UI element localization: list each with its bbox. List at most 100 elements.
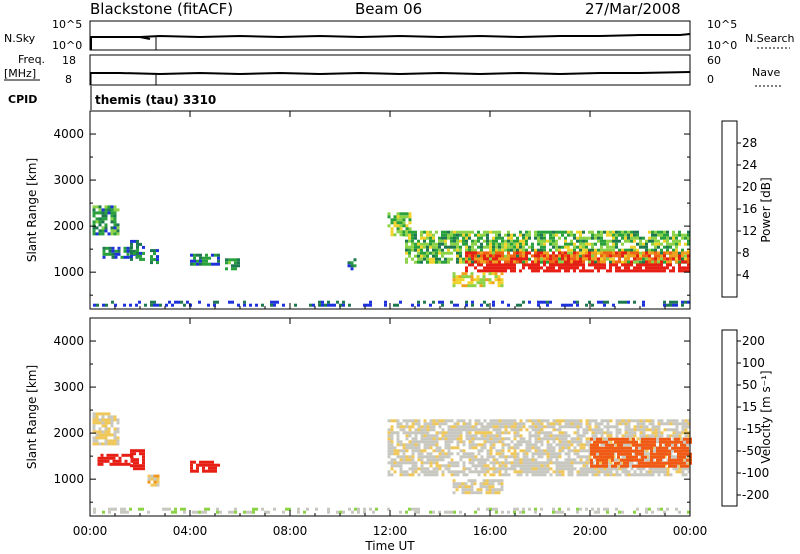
power-cell xyxy=(482,278,486,282)
power-cell xyxy=(114,252,118,256)
velocity-cell xyxy=(462,467,466,471)
power-cell xyxy=(522,236,525,240)
velocity-cell xyxy=(555,470,559,474)
velocity-cell xyxy=(399,458,403,462)
velocity-cell xyxy=(495,434,499,438)
power-cell xyxy=(594,248,597,252)
velocity-cell xyxy=(130,459,134,463)
velocity-cell xyxy=(534,443,538,447)
power-cell xyxy=(458,278,462,282)
velocity-cell xyxy=(458,482,462,486)
power-cell xyxy=(630,263,633,267)
velocity-cell xyxy=(426,428,430,432)
power-cell xyxy=(528,251,531,255)
power-cell xyxy=(651,263,654,267)
velocity-cell xyxy=(567,446,571,450)
power-cell xyxy=(519,257,522,261)
power-cell xyxy=(516,245,519,249)
velocity-cell xyxy=(92,421,96,425)
power-cell xyxy=(104,211,108,215)
power-cell xyxy=(432,300,435,304)
velocity-cell xyxy=(594,470,598,474)
velocity-cell xyxy=(193,460,196,464)
velocity-cell xyxy=(136,464,139,468)
velocity-cell xyxy=(671,461,674,465)
velocity-cell xyxy=(93,510,96,514)
power-cell xyxy=(482,275,486,279)
velocity-cell xyxy=(522,452,526,456)
velocity-cell xyxy=(672,428,676,432)
power-cell xyxy=(585,303,588,307)
velocity-cell xyxy=(639,422,643,426)
velocity-cell xyxy=(546,422,550,426)
velocity-cell xyxy=(615,473,619,477)
power-cell xyxy=(474,254,477,258)
velocity-cell xyxy=(513,428,517,432)
velocity-cell xyxy=(110,424,114,428)
velocity-cell xyxy=(588,422,592,426)
velocity-cell xyxy=(686,464,689,468)
velocity-cell xyxy=(471,452,475,456)
velocity-cell xyxy=(393,464,397,468)
station-title: Blackstone (fitACF) xyxy=(90,0,233,18)
power-cell xyxy=(92,214,96,218)
power-cell xyxy=(651,251,654,255)
velocity-cell xyxy=(150,477,154,481)
velocity-cell xyxy=(602,464,605,468)
power-cell xyxy=(441,303,444,307)
power-cell xyxy=(465,260,468,264)
power-cell xyxy=(399,230,403,234)
velocity-cell xyxy=(414,419,418,423)
velocity-cell xyxy=(623,464,626,468)
velocity-cell xyxy=(621,467,625,471)
power-cell xyxy=(444,260,447,264)
power-cell xyxy=(537,251,540,255)
velocity-cell xyxy=(546,437,550,441)
velocity-cell xyxy=(104,412,108,416)
velocity-cell xyxy=(644,440,647,444)
power-cell xyxy=(470,272,474,276)
velocity-cell xyxy=(327,510,330,514)
velocity-cell xyxy=(107,412,111,416)
power-cell xyxy=(282,303,285,307)
velocity-cell xyxy=(492,440,496,444)
velocity-cell xyxy=(467,485,471,489)
velocity-cell xyxy=(636,507,639,511)
power-cell xyxy=(564,230,567,234)
velocity-cell xyxy=(510,452,514,456)
velocity-cell xyxy=(115,459,119,463)
velocity-cell xyxy=(342,510,345,514)
velocity-cell xyxy=(564,443,568,447)
power-cell xyxy=(498,266,501,270)
velocity-cell xyxy=(663,428,667,432)
velocity-cell xyxy=(683,461,686,465)
velocity-cell xyxy=(564,437,568,441)
power-cell xyxy=(202,256,205,260)
velocity-cell xyxy=(133,467,136,471)
power-cell xyxy=(477,254,480,258)
power-cell xyxy=(504,254,507,258)
power-cell xyxy=(651,242,654,246)
power-cell xyxy=(651,233,654,237)
velocity-cell xyxy=(633,425,637,429)
velocity-cell xyxy=(534,446,538,450)
power-cell xyxy=(624,263,627,267)
power-cell xyxy=(408,230,411,234)
velocity-cell xyxy=(630,428,634,432)
velocity-cell xyxy=(596,440,599,444)
velocity-cell xyxy=(202,469,205,473)
velocity-cell xyxy=(531,458,535,462)
velocity-cell xyxy=(683,464,686,468)
velocity-cell xyxy=(528,467,532,471)
power-cell xyxy=(423,251,426,255)
power-cell xyxy=(113,217,117,221)
power-cell xyxy=(510,260,513,264)
velocity-cell xyxy=(660,507,663,511)
power-cell xyxy=(498,254,501,258)
velocity-cell xyxy=(674,437,677,441)
velocity-cell xyxy=(573,431,577,435)
velocity-cell xyxy=(426,455,430,459)
velocity-cell xyxy=(567,452,571,456)
velocity-cell xyxy=(420,467,424,471)
velocity-cell xyxy=(567,461,571,465)
